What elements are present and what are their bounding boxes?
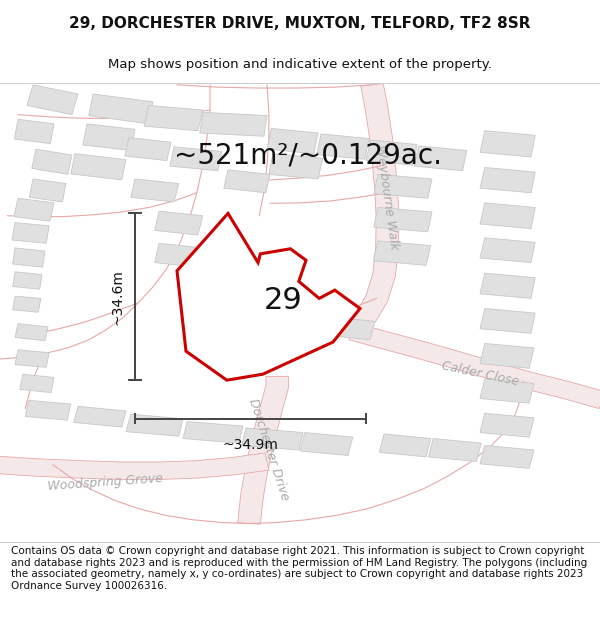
Polygon shape bbox=[0, 453, 269, 479]
Text: ~34.6m: ~34.6m bbox=[110, 269, 124, 325]
Polygon shape bbox=[155, 211, 203, 235]
Polygon shape bbox=[414, 146, 467, 171]
Polygon shape bbox=[267, 129, 318, 154]
Text: Map shows position and indicative extent of the property.: Map shows position and indicative extent… bbox=[108, 58, 492, 71]
Polygon shape bbox=[27, 85, 78, 114]
Text: Dorchester Drive: Dorchester Drive bbox=[246, 398, 292, 502]
Polygon shape bbox=[374, 174, 432, 198]
Polygon shape bbox=[480, 379, 534, 403]
Polygon shape bbox=[428, 439, 481, 461]
Polygon shape bbox=[13, 248, 45, 267]
Polygon shape bbox=[125, 138, 171, 161]
Polygon shape bbox=[480, 309, 535, 333]
Polygon shape bbox=[14, 198, 54, 221]
Polygon shape bbox=[480, 343, 534, 368]
Polygon shape bbox=[300, 432, 353, 456]
Polygon shape bbox=[480, 446, 534, 468]
Polygon shape bbox=[74, 406, 126, 427]
Polygon shape bbox=[379, 434, 431, 457]
Polygon shape bbox=[343, 84, 399, 336]
Polygon shape bbox=[242, 428, 303, 450]
Polygon shape bbox=[15, 350, 49, 368]
Polygon shape bbox=[480, 238, 535, 262]
Polygon shape bbox=[480, 273, 535, 298]
Text: 29, DORCHESTER DRIVE, MUXTON, TELFORD, TF2 8SR: 29, DORCHESTER DRIVE, MUXTON, TELFORD, T… bbox=[69, 16, 531, 31]
Text: ~521m²/~0.129ac.: ~521m²/~0.129ac. bbox=[174, 142, 442, 170]
Polygon shape bbox=[200, 112, 267, 136]
Polygon shape bbox=[325, 317, 375, 340]
Polygon shape bbox=[170, 147, 222, 171]
Polygon shape bbox=[32, 149, 72, 174]
Polygon shape bbox=[373, 241, 431, 266]
Polygon shape bbox=[29, 179, 66, 202]
Polygon shape bbox=[177, 213, 360, 380]
Polygon shape bbox=[480, 413, 534, 437]
Polygon shape bbox=[317, 134, 369, 159]
Polygon shape bbox=[14, 119, 54, 144]
Text: Calder Close: Calder Close bbox=[440, 359, 520, 389]
Polygon shape bbox=[71, 154, 126, 180]
Text: ~34.9m: ~34.9m bbox=[223, 438, 278, 452]
Polygon shape bbox=[480, 203, 535, 229]
Polygon shape bbox=[126, 414, 183, 436]
Polygon shape bbox=[13, 296, 41, 312]
Polygon shape bbox=[269, 154, 323, 179]
Polygon shape bbox=[15, 324, 48, 341]
Polygon shape bbox=[89, 94, 153, 124]
Polygon shape bbox=[144, 106, 203, 131]
Polygon shape bbox=[183, 421, 243, 443]
Polygon shape bbox=[349, 323, 600, 409]
Text: Weybourne Walk: Weybourne Walk bbox=[373, 144, 401, 251]
Polygon shape bbox=[13, 272, 42, 289]
Polygon shape bbox=[224, 170, 270, 192]
Text: 29: 29 bbox=[264, 286, 303, 314]
Polygon shape bbox=[20, 374, 54, 392]
Polygon shape bbox=[155, 243, 203, 267]
Text: Woodspring Grove: Woodspring Grove bbox=[47, 472, 163, 492]
Polygon shape bbox=[480, 131, 535, 157]
Polygon shape bbox=[480, 168, 535, 192]
Polygon shape bbox=[238, 376, 289, 524]
Polygon shape bbox=[25, 401, 71, 420]
Polygon shape bbox=[374, 208, 432, 232]
Polygon shape bbox=[131, 179, 179, 202]
Polygon shape bbox=[83, 124, 135, 151]
Polygon shape bbox=[12, 222, 49, 243]
Text: Contains OS data © Crown copyright and database right 2021. This information is : Contains OS data © Crown copyright and d… bbox=[11, 546, 587, 591]
Polygon shape bbox=[366, 140, 417, 165]
